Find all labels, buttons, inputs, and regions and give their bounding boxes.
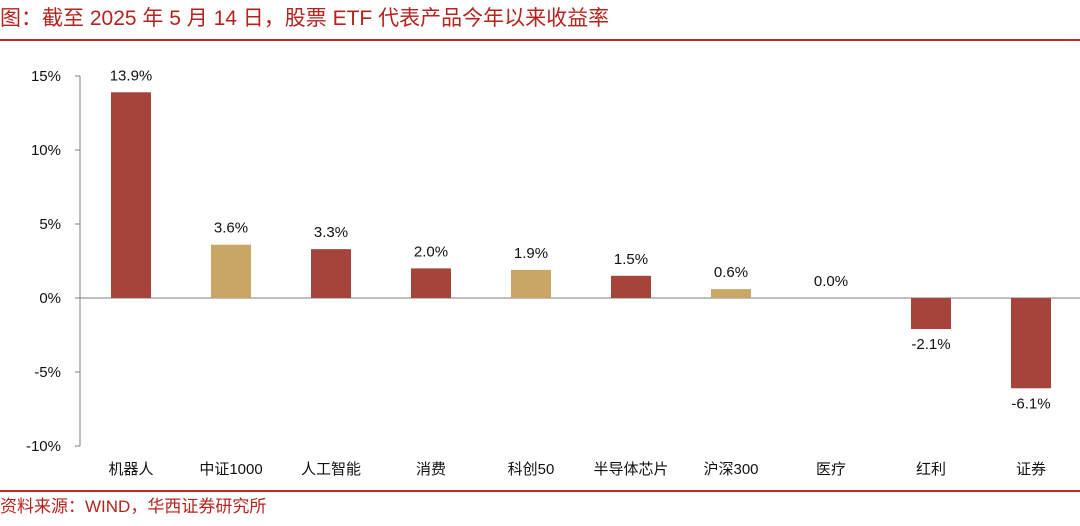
category-label: 医疗 — [816, 461, 846, 478]
data-label: 1.5% — [614, 251, 648, 268]
data-label: 0.6% — [714, 264, 748, 281]
data-label: 3.6% — [214, 220, 248, 237]
y-tick-label: 5% — [39, 216, 61, 233]
title-divider — [0, 39, 1080, 41]
data-label: 13.9% — [110, 67, 153, 84]
data-label: 1.9% — [514, 245, 548, 262]
y-tick-label: 10% — [31, 142, 61, 159]
source-note: 资料来源：WIND，华西证券研究所 — [0, 497, 267, 516]
bar — [311, 249, 351, 298]
category-label: 证券 — [1016, 461, 1046, 478]
data-label: -2.1% — [911, 336, 950, 353]
category-label: 中证1000 — [199, 461, 262, 478]
bar — [211, 244, 251, 298]
page-title: 图：截至 2025 年 5 月 14 日，股票 ETF 代表产品今年以来收益率 — [0, 7, 610, 30]
data-label: 3.3% — [314, 224, 348, 241]
y-tick-label: 15% — [31, 68, 61, 85]
bar — [111, 92, 151, 298]
bar — [511, 269, 551, 298]
y-tick-label: -5% — [34, 364, 61, 381]
data-label: 0.0% — [814, 273, 848, 290]
chart-category-labels: 机器人 中证1000 人工智能 消费 科创50 半导体芯片 沪深300 医疗 红利 证券 — [108, 460, 1046, 478]
bar — [911, 298, 951, 330]
category-label: 沪深300 — [703, 461, 758, 478]
bar — [611, 275, 651, 298]
y-tick-label: -10% — [26, 438, 61, 455]
category-label: 半导体芯片 — [593, 461, 668, 478]
y-tick-label: 0% — [39, 290, 61, 307]
chart-axes: 15% 10% 5% 0% -5% -10% — [26, 68, 1080, 455]
source-divider — [0, 490, 1080, 492]
category-label: 人工智能 — [301, 460, 361, 478]
data-label: -6.1% — [1011, 395, 1050, 412]
category-label: 消费 — [416, 461, 446, 478]
chart-data-labels: 13.9% 3.6% 3.3% 2.0% 1.9% 1.5% 0.6% 0.0% -2.1% -6… — [110, 67, 1051, 412]
bar — [411, 268, 451, 298]
chart-bars — [111, 92, 1051, 389]
bar — [1011, 298, 1051, 389]
bar — [711, 289, 751, 298]
category-label: 机器人 — [108, 461, 153, 478]
category-label: 红利 — [916, 461, 946, 478]
data-label: 2.0% — [414, 243, 448, 260]
category-label: 科创50 — [508, 461, 555, 478]
